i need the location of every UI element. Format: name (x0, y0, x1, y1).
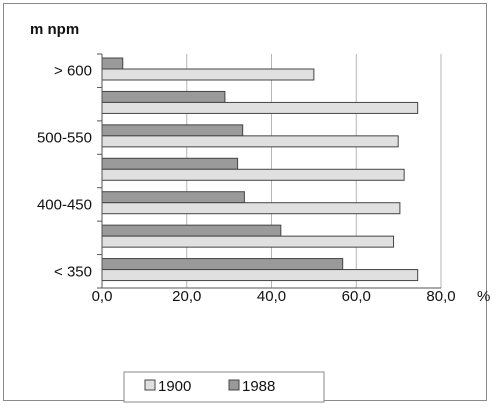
bar-1988 (101, 224, 282, 237)
category-label: 400-450 (37, 196, 92, 213)
bar-1900 (101, 235, 395, 248)
legend-swatch-1900 (144, 379, 156, 391)
bar-1900 (101, 269, 419, 282)
category-label: > 600 (54, 63, 92, 80)
bar-1988 (101, 258, 344, 271)
plot-area: 0,0 20,0 40,0 60,0 80,0 < 350 400-450 500-550 > … (37, 53, 456, 305)
bar-1988 (101, 191, 245, 204)
bar-1900 (101, 135, 399, 148)
x-tick-label: 40,0 (257, 288, 286, 305)
bar-1988 (101, 157, 239, 170)
legend-swatch-1988 (228, 379, 240, 391)
bar-1988 (101, 57, 124, 70)
bar-1988 (101, 90, 226, 103)
legend-label-1988: 1988 (242, 378, 275, 395)
y-axis-title: m npm (30, 21, 79, 38)
legend: 1900 1988 (123, 371, 325, 403)
category-label: 500-550 (37, 130, 92, 147)
legend-box (123, 371, 325, 403)
x-axis-unit: % (477, 288, 490, 305)
category-label: < 350 (54, 263, 92, 280)
legend-label-1900: 1900 (158, 378, 191, 395)
bar-1900 (101, 101, 419, 114)
x-tick-label: 80,0 (426, 288, 455, 305)
bar-1900 (101, 68, 315, 81)
bar-1988 (101, 124, 244, 137)
bar-1900 (101, 168, 405, 181)
x-tick-label: 0,0 (92, 288, 113, 305)
bar-1900 (101, 202, 401, 215)
x-tick-label: 60,0 (342, 288, 371, 305)
x-tick-label: 20,0 (172, 288, 201, 305)
